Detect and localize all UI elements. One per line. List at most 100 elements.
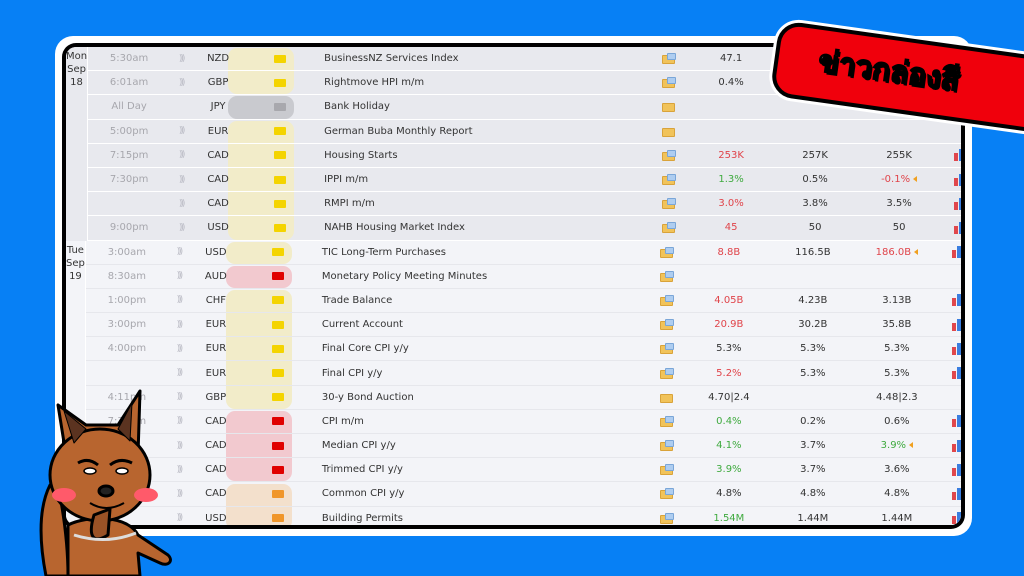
impact-red-icon[interactable] xyxy=(271,441,284,450)
impact-yellow-icon[interactable] xyxy=(274,199,287,208)
bar-chart-icon[interactable] xyxy=(951,367,961,380)
table-row[interactable]: ))) USD Building Permits 1.54M 1.44M 1.44M xyxy=(86,507,961,525)
event-title[interactable]: Final Core CPI y/y xyxy=(321,343,409,355)
table-row[interactable]: ))) CAD Common CPI y/y 4.8% 4.8% 4.8% xyxy=(85,482,961,507)
event-title[interactable]: Trade Balance xyxy=(321,294,393,306)
folder-icon[interactable] xyxy=(662,126,676,137)
sound-alert-icon[interactable]: ))) xyxy=(178,126,186,137)
table-row[interactable]: ))) CAD Trimmed CPI y/y 3.9% 3.7% 3.6% xyxy=(85,458,961,483)
impact-yellow-icon[interactable] xyxy=(271,393,284,402)
bar-chart-icon[interactable] xyxy=(951,415,961,428)
sound-alert-icon[interactable]: ))) xyxy=(176,343,184,354)
table-row[interactable]: 5:30am))) NZD BusinessNZ Services Index 47.… xyxy=(88,47,961,72)
sound-alert-icon[interactable]: ))) xyxy=(176,392,184,403)
impact-yellow-icon[interactable] xyxy=(274,175,287,184)
table-row[interactable]: 4:11pm))) GBP 30-y Bond Auction 4.70|2.4 4.4… xyxy=(85,386,961,410)
folder-doc-icon[interactable] xyxy=(662,149,677,161)
impact-yellow-icon[interactable] xyxy=(271,248,284,257)
table-row[interactable]: 3:00am))) USD TIC Long-Term Purchases 8.8B 1… xyxy=(85,241,961,265)
sound-alert-icon[interactable]: ))) xyxy=(176,440,184,451)
event-title[interactable]: 30-y Bond Auction xyxy=(321,391,414,403)
revised-indicator-icon[interactable] xyxy=(914,248,919,255)
bar-chart-icon[interactable] xyxy=(951,342,961,355)
impact-orange-icon[interactable] xyxy=(271,514,284,523)
impact-red-icon[interactable] xyxy=(271,272,284,281)
impact-red-icon[interactable] xyxy=(271,465,284,474)
revised-indicator-icon[interactable] xyxy=(909,442,914,449)
event-title[interactable]: Monetary Policy Meeting Minutes xyxy=(321,270,488,282)
bar-chart-icon[interactable] xyxy=(951,318,961,331)
folder-doc-icon[interactable] xyxy=(659,415,674,427)
impact-yellow-icon[interactable] xyxy=(274,54,287,63)
sound-alert-icon[interactable]: ))) xyxy=(176,295,184,306)
impact-gray-icon[interactable] xyxy=(274,102,287,111)
folder-doc-icon[interactable] xyxy=(659,343,674,355)
table-row[interactable]: 4:00pm))) EUR Final Core CPI y/y 5.3% 5.3% 5.… xyxy=(85,337,961,362)
folder-doc-icon[interactable] xyxy=(662,198,677,210)
bar-chart-icon[interactable] xyxy=(951,487,961,500)
table-row[interactable]: 1:00pm))) CHF Trade Balance 4.05B 4.23B 3.13B xyxy=(85,289,961,314)
sound-alert-icon[interactable]: ))) xyxy=(176,368,184,379)
folder-icon[interactable] xyxy=(659,392,674,403)
bar-chart-icon[interactable] xyxy=(951,294,961,307)
sound-alert-icon[interactable]: ))) xyxy=(178,174,186,185)
sound-alert-icon[interactable]: ))) xyxy=(176,464,184,475)
table-row[interactable]: ))) CAD RMPI m/m 3.0% 3.8% 3.5% xyxy=(88,192,961,217)
folder-doc-icon[interactable] xyxy=(659,464,674,476)
impact-orange-icon[interactable] xyxy=(271,489,284,498)
table-row[interactable]: ))) CAD Median CPI y/y 4.1% 3.7% 3.9% xyxy=(85,434,961,459)
bar-chart-icon[interactable] xyxy=(954,221,961,234)
bar-chart-icon[interactable] xyxy=(951,246,961,259)
table-row[interactable]: 7:15pm))) CAD Housing Starts 253K 257K 255K xyxy=(88,144,961,168)
table-row[interactable]: All Day JPY Bank Holiday xyxy=(88,95,961,120)
event-title[interactable]: CPI m/m xyxy=(321,415,364,427)
folder-doc-icon[interactable] xyxy=(662,53,677,65)
event-title[interactable]: Trimmed CPI y/y xyxy=(321,464,403,476)
impact-yellow-icon[interactable] xyxy=(274,127,287,136)
sound-alert-icon[interactable]: ))) xyxy=(178,77,186,88)
folder-doc-icon[interactable] xyxy=(659,319,674,331)
sound-alert-icon[interactable]: ))) xyxy=(176,319,184,330)
folder-icon[interactable] xyxy=(662,101,676,113)
bar-chart-icon[interactable] xyxy=(954,149,961,162)
bar-chart-icon[interactable] xyxy=(954,197,961,210)
revised-indicator-icon[interactable] xyxy=(913,176,918,183)
folder-doc-icon[interactable] xyxy=(662,222,677,234)
event-title[interactable]: IPPI m/m xyxy=(324,174,369,186)
folder-doc-icon[interactable] xyxy=(659,246,674,258)
impact-yellow-icon[interactable] xyxy=(271,320,284,329)
impact-yellow-icon[interactable] xyxy=(274,151,287,160)
table-row[interactable]: 7:30pm))) CAD IPPI m/m 1.3% 0.5% -0.1% xyxy=(88,168,961,193)
impact-yellow-icon[interactable] xyxy=(274,78,287,87)
event-title[interactable]: Current Account xyxy=(321,319,403,331)
table-row[interactable]: 9:00pm))) USD NAHB Housing Market Index 45 5… xyxy=(88,216,961,241)
folder-doc-icon[interactable] xyxy=(659,488,674,500)
sound-alert-icon[interactable]: ))) xyxy=(176,513,184,524)
sound-alert-icon[interactable]: ))) xyxy=(178,198,186,209)
table-row[interactable]: 6:01am))) GBP Rightmove HPI m/m 0.4% xyxy=(88,71,961,96)
sound-alert-icon[interactable]: ))) xyxy=(176,416,184,427)
folder-doc-icon[interactable] xyxy=(662,174,677,186)
folder-doc-icon[interactable] xyxy=(659,512,674,524)
event-title[interactable]: German Buba Monthly Report xyxy=(324,125,473,137)
sound-alert-icon[interactable]: ))) xyxy=(176,247,184,258)
table-row[interactable]: 3:00pm))) EUR Current Account 20.9B 30.2B 35.… xyxy=(85,313,961,338)
impact-yellow-icon[interactable] xyxy=(274,223,287,232)
event-title[interactable]: TIC Long-Term Purchases xyxy=(321,246,447,258)
sound-alert-icon[interactable]: ))) xyxy=(176,488,184,499)
event-title[interactable]: Bank Holiday xyxy=(324,101,390,113)
event-title[interactable]: RMPI m/m xyxy=(324,198,375,210)
event-title[interactable]: BusinessNZ Services Index xyxy=(324,53,459,65)
sound-alert-icon[interactable]: ))) xyxy=(176,271,184,282)
bar-chart-icon[interactable] xyxy=(954,173,961,186)
table-row[interactable]: ))) EUR Final CPI y/y 5.2% 5.3% 5.3% xyxy=(85,361,961,386)
event-title[interactable]: Final CPI y/y xyxy=(321,367,383,379)
event-title[interactable]: Housing Starts xyxy=(324,149,398,161)
impact-yellow-icon[interactable] xyxy=(271,344,284,353)
event-title[interactable]: NAHB Housing Market Index xyxy=(324,222,465,234)
impact-yellow-icon[interactable] xyxy=(271,369,284,378)
sound-alert-icon[interactable]: ))) xyxy=(178,222,186,233)
bar-chart-icon[interactable] xyxy=(951,439,961,452)
table-row[interactable]: 5:00pm))) EUR German Buba Monthly Report xyxy=(88,120,961,144)
